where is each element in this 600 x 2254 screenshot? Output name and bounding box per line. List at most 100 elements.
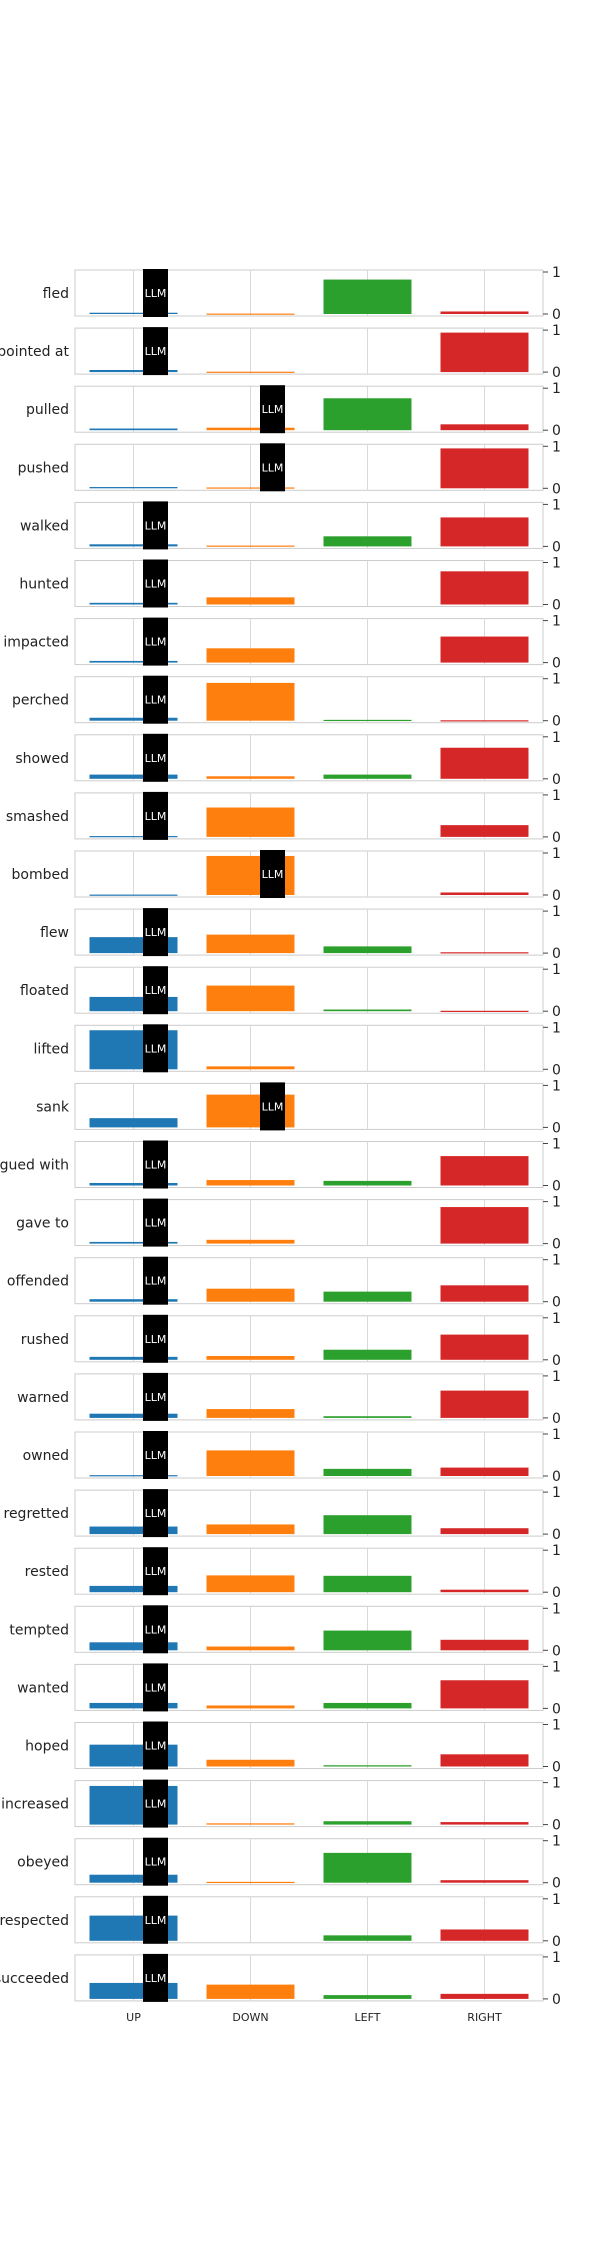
llm-marker-label: LLM [145, 1914, 167, 1927]
llm-marker [143, 1140, 168, 1189]
row-label: rushed [21, 1332, 69, 1348]
bar-left [323, 398, 412, 431]
bar-left [323, 1852, 412, 1883]
bar-left [323, 1995, 412, 1999]
y-tick-label: 1 [552, 265, 561, 281]
bar-up [89, 1702, 178, 1709]
y-tick-label: 0 [552, 1527, 561, 1543]
bar-down [206, 1823, 295, 1825]
y-tick-label: 0 [552, 656, 561, 672]
llm-marker [143, 1837, 168, 1886]
bar-right [440, 1010, 529, 1012]
panel-respected: LLM respected 0 1 [0, 1892, 561, 1950]
bar-right [440, 1754, 529, 1767]
bar-right [440, 1880, 529, 1883]
panel-rested: LLM rested 0 1 [25, 1543, 561, 1601]
bar-down [206, 682, 295, 721]
bar-left [323, 1765, 412, 1767]
bar-right [440, 1207, 529, 1244]
y-tick-label: 0 [552, 830, 561, 846]
bar-left [323, 1291, 412, 1302]
row-label: respected [0, 1913, 69, 1929]
row-label: succeeded [0, 1971, 69, 1987]
llm-marker-label: LLM [145, 694, 167, 707]
llm-marker-label: LLM [145, 1042, 167, 1055]
llm-marker-label: LLM [145, 1391, 167, 1404]
llm-marker [143, 559, 168, 608]
llm-marker [143, 1431, 168, 1479]
bar-right [440, 1993, 529, 1999]
bar-right [440, 1929, 529, 1941]
y-tick-label: 1 [552, 904, 561, 920]
bar-left [323, 1416, 412, 1418]
bar-down [206, 1984, 295, 1999]
bar-left [323, 1630, 412, 1651]
llm-marker-label: LLM [145, 1856, 167, 1869]
llm-marker-label: LLM [145, 519, 167, 532]
panel-wanted: LLM wanted 0 1 [17, 1659, 561, 1717]
panel-flew: LLM flew 0 1 [40, 904, 561, 962]
y-tick-label: 0 [552, 946, 561, 962]
y-tick-label: 1 [552, 1601, 561, 1617]
bar-down [206, 545, 295, 547]
bar-right [440, 1467, 529, 1476]
bar-up [89, 1241, 178, 1244]
y-tick-label: 0 [552, 1062, 561, 1078]
y-tick-label: 1 [552, 497, 561, 513]
y-tick-label: 1 [552, 381, 561, 397]
bar-up [89, 1118, 178, 1128]
y-tick-label: 1 [552, 439, 561, 455]
bar-down [206, 807, 295, 837]
y-tick-label: 0 [552, 1643, 561, 1659]
bar-up [89, 1475, 178, 1477]
row-label: regretted [4, 1506, 70, 1522]
bar-down [206, 1646, 295, 1651]
bar-down [206, 427, 295, 431]
y-tick-label: 0 [552, 1179, 561, 1195]
panel-floated: LLM floated 0 1 [20, 962, 561, 1020]
panel-succeeded: LLM succeeded 0 1 [0, 1950, 561, 2008]
panel-showed: LLM showed 0 1 [15, 730, 561, 788]
x-tick-label-right: RIGHT [467, 2011, 502, 2024]
llm-marker [143, 966, 168, 1015]
bar-left [323, 1009, 412, 1012]
bar-right [440, 1589, 529, 1593]
row-label: obeyed [17, 1855, 69, 1871]
bar-left [323, 1468, 412, 1476]
llm-marker [143, 1605, 168, 1654]
llm-marker-label: LLM [145, 926, 167, 939]
panel-argued-with: LLM argued with 0 1 [0, 1137, 561, 1195]
row-label: showed [15, 751, 69, 767]
llm-marker [260, 850, 285, 898]
y-tick-label: 1 [552, 1137, 561, 1153]
bar-down [206, 648, 295, 663]
y-tick-label: 1 [552, 1078, 561, 1094]
bar-left [323, 1702, 412, 1709]
bar-down [206, 776, 295, 779]
llm-marker [143, 1721, 168, 1770]
y-tick-label: 0 [552, 1353, 561, 1369]
row-label: gave to [16, 1216, 69, 1232]
llm-marker-label: LLM [145, 810, 167, 823]
row-label: fled [43, 286, 69, 302]
bar-left [323, 1821, 412, 1825]
y-tick-label: 0 [552, 1411, 561, 1427]
y-tick-label: 0 [552, 481, 561, 497]
bar-up [89, 428, 178, 431]
llm-marker [143, 1256, 168, 1305]
row-label: impacted [3, 635, 69, 651]
y-tick-label: 1 [552, 788, 561, 804]
llm-marker-label: LLM [262, 1100, 284, 1113]
bar-right [440, 1390, 529, 1418]
llm-marker-label: LLM [262, 403, 284, 416]
bar-down [206, 1705, 295, 1709]
llm-marker [143, 733, 168, 782]
y-tick-label: 0 [552, 1120, 561, 1136]
bar-up [89, 1299, 178, 1302]
y-tick-label: 0 [552, 307, 561, 323]
y-tick-label: 1 [552, 1253, 561, 1269]
bar-down [206, 1881, 295, 1884]
bar-down [206, 371, 295, 373]
bar-right [440, 1285, 529, 1302]
row-label: bombed [12, 867, 69, 883]
